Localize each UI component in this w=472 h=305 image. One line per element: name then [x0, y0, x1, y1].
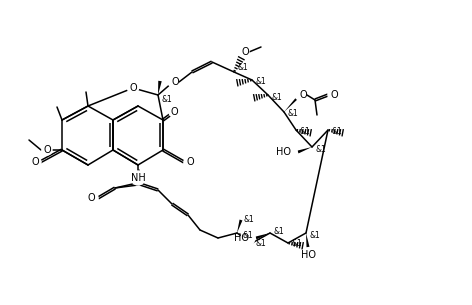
Polygon shape — [306, 233, 310, 247]
Text: O: O — [43, 145, 51, 155]
Polygon shape — [158, 81, 162, 95]
Text: &1: &1 — [287, 109, 298, 119]
Circle shape — [168, 77, 178, 87]
Text: HO: HO — [234, 233, 249, 243]
Text: &1: &1 — [243, 231, 253, 239]
Text: O: O — [241, 47, 249, 57]
Text: &1: &1 — [161, 95, 172, 105]
Text: &1: &1 — [316, 145, 326, 153]
Text: &1: &1 — [256, 239, 266, 247]
Text: &1: &1 — [256, 77, 266, 87]
Text: O: O — [31, 157, 39, 167]
Circle shape — [184, 157, 194, 167]
Text: &1: &1 — [332, 127, 342, 137]
Text: NH: NH — [131, 173, 145, 183]
Circle shape — [127, 82, 138, 94]
Circle shape — [88, 193, 98, 203]
Text: O: O — [171, 77, 179, 87]
Text: HO: HO — [302, 250, 317, 260]
Polygon shape — [284, 94, 301, 112]
Circle shape — [328, 90, 338, 100]
Circle shape — [283, 145, 297, 159]
Text: &1: &1 — [274, 227, 284, 235]
Circle shape — [239, 47, 249, 57]
Text: &1: &1 — [244, 216, 254, 224]
Text: O: O — [87, 193, 95, 203]
Text: &1: &1 — [271, 92, 282, 102]
Text: &1: &1 — [310, 231, 320, 239]
Text: O: O — [330, 90, 338, 100]
Text: O: O — [170, 107, 178, 117]
Text: &1: &1 — [292, 239, 303, 247]
Circle shape — [295, 90, 305, 100]
Circle shape — [31, 157, 41, 167]
Text: O: O — [129, 83, 137, 93]
Text: O: O — [186, 157, 194, 167]
Text: HO: HO — [276, 147, 291, 157]
Circle shape — [241, 231, 255, 245]
Circle shape — [131, 171, 145, 185]
Text: &1: &1 — [300, 127, 311, 137]
Polygon shape — [297, 147, 312, 153]
Polygon shape — [237, 220, 243, 233]
Text: O: O — [299, 90, 307, 100]
Text: &1: &1 — [237, 63, 248, 71]
Polygon shape — [255, 233, 270, 239]
Circle shape — [169, 107, 179, 117]
Circle shape — [302, 249, 314, 261]
Circle shape — [42, 145, 52, 155]
